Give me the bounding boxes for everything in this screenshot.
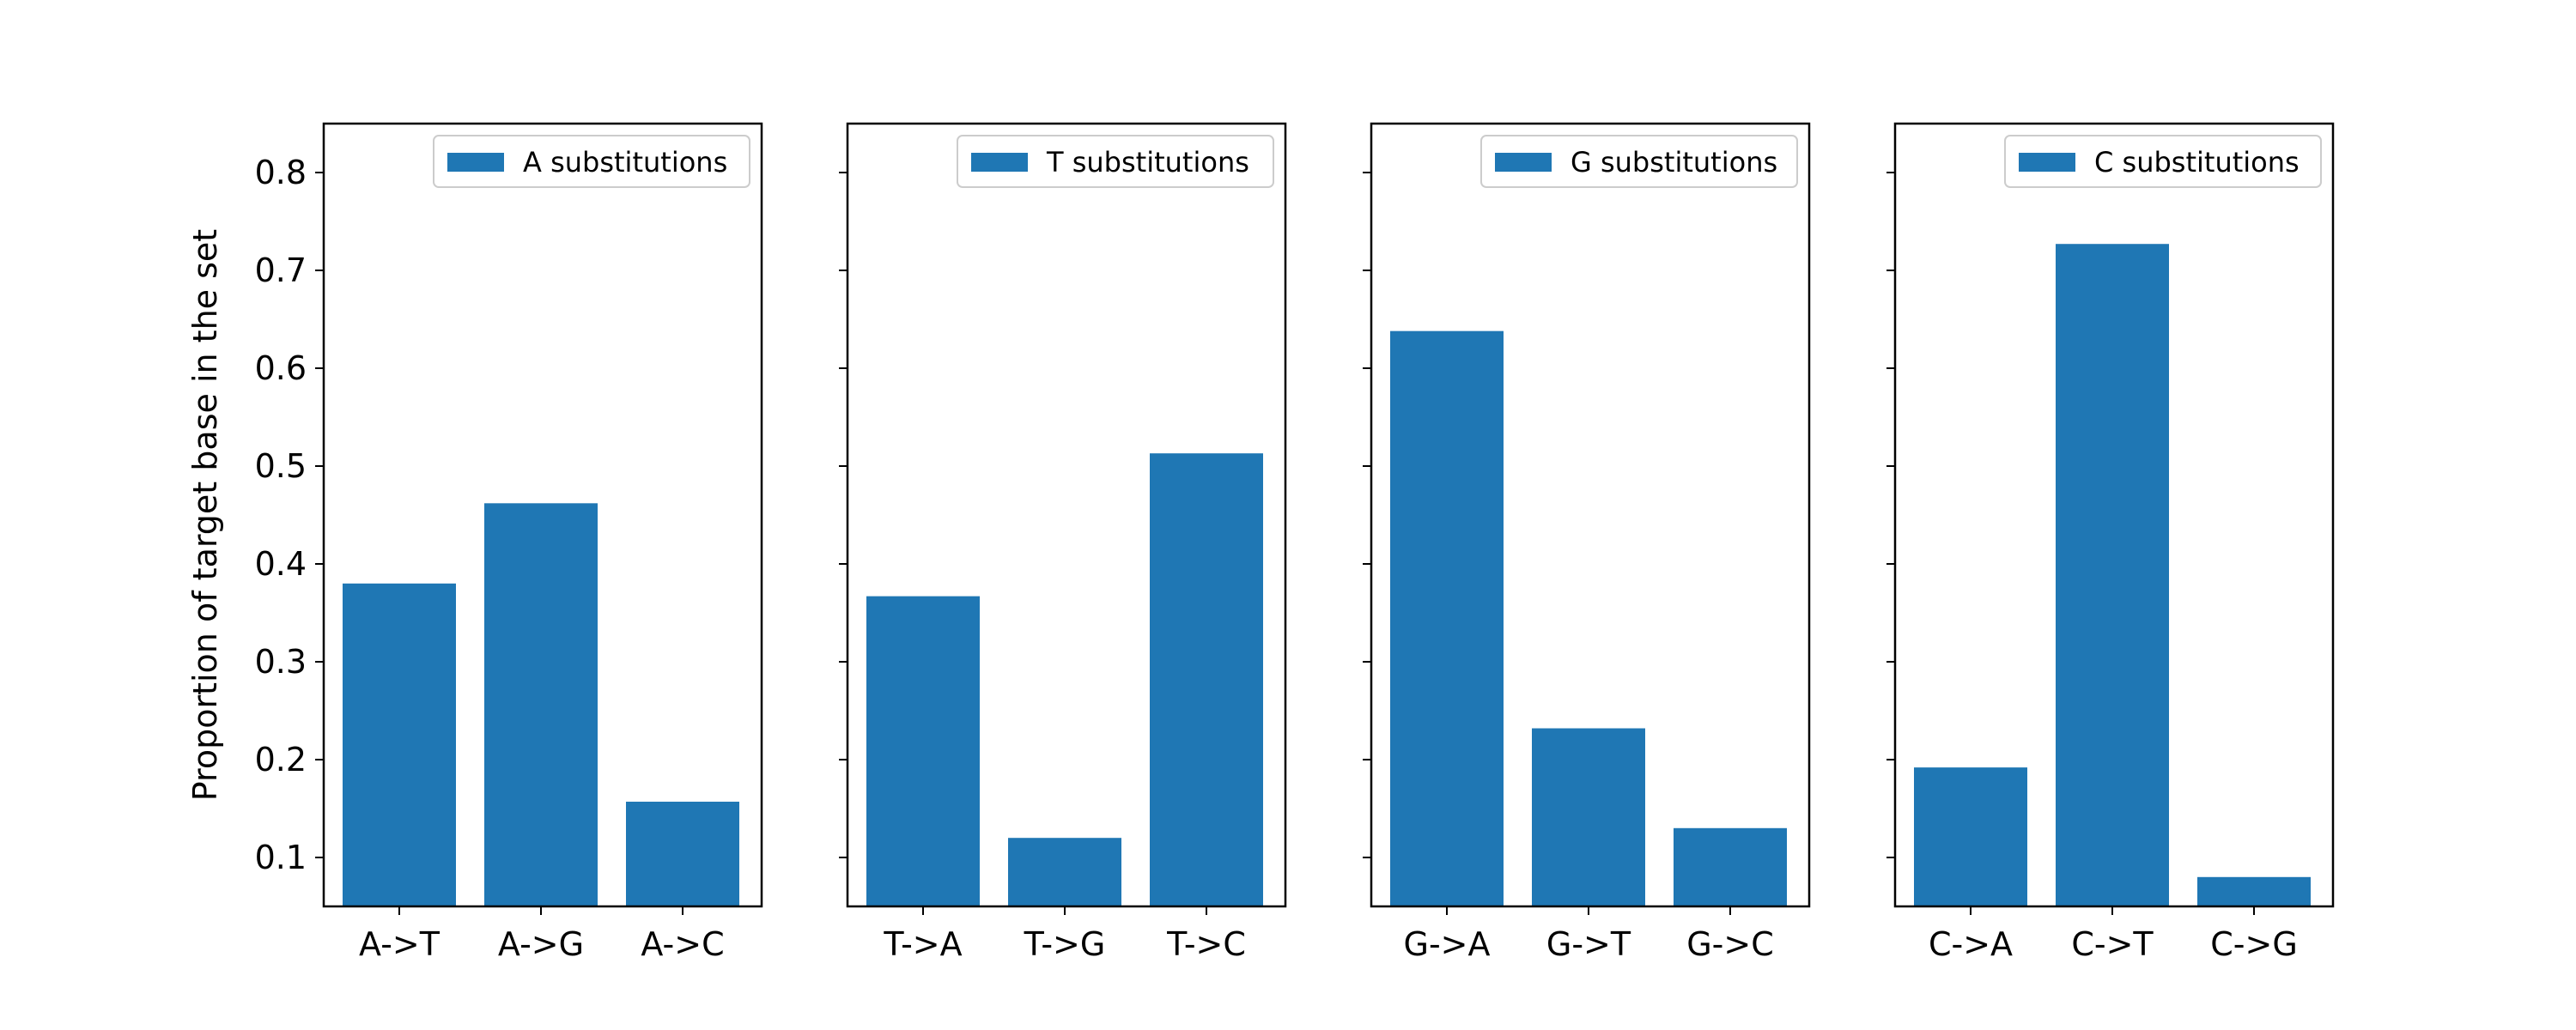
bar-a-to-g bbox=[484, 503, 598, 906]
legend: C substitutions bbox=[2004, 135, 2322, 188]
x-tick-label: C->T bbox=[2071, 925, 2154, 963]
legend-box bbox=[2004, 135, 2322, 188]
legend-swatch bbox=[447, 153, 504, 172]
legend-box bbox=[957, 135, 1274, 188]
legend: A substitutions bbox=[433, 135, 750, 188]
y-tick-label: 0.6 bbox=[255, 349, 307, 387]
bar-a-to-c bbox=[626, 802, 739, 906]
panel-2: T->A T->G T->C T substitutions bbox=[839, 122, 1287, 963]
y-tick-label: 0.5 bbox=[255, 447, 307, 485]
legend: T substitutions bbox=[957, 135, 1274, 188]
y-tick-label: 0.2 bbox=[255, 741, 307, 779]
x-tick-label: C->G bbox=[2210, 925, 2298, 963]
bar-c-to-a bbox=[1914, 767, 2027, 906]
legend-box bbox=[433, 135, 750, 188]
bar-c-to-g bbox=[2197, 876, 2311, 906]
axes-frame bbox=[1370, 122, 1811, 908]
axes-frame bbox=[846, 122, 1287, 908]
y-tick-label: 0.1 bbox=[255, 839, 307, 876]
bar-t-to-c bbox=[1150, 453, 1263, 906]
legend-box bbox=[1480, 135, 1798, 188]
legend-swatch bbox=[2019, 153, 2075, 172]
legend-swatch bbox=[971, 153, 1028, 172]
bar-g-to-c bbox=[1674, 827, 1787, 906]
legend-swatch bbox=[1495, 153, 1552, 172]
bar-g-to-a bbox=[1390, 330, 1504, 906]
panel-4: C->A C->T C->G C substitutions bbox=[1886, 122, 2335, 963]
x-tick-label: A->G bbox=[498, 925, 584, 963]
x-tick-label: T->A bbox=[883, 925, 962, 963]
bar-t-to-a bbox=[866, 596, 980, 906]
x-tick-label: C->A bbox=[1929, 925, 2013, 963]
bar-c-to-t bbox=[2056, 244, 2169, 907]
legend-label: T substitutions bbox=[1046, 146, 1249, 179]
x-tick-label: A->T bbox=[359, 925, 440, 963]
y-tick-label: 0.3 bbox=[255, 643, 307, 681]
x-tick-label: A->C bbox=[641, 925, 724, 963]
panel-3: G->A G->T G->C G substitutions bbox=[1363, 122, 1811, 963]
y-tick-label: 0.7 bbox=[255, 251, 307, 289]
chart-panels: A->T A->G A->C 0.1 0.2 0.3 0.4 0.5 0.6 0.7 0.8 A su… bbox=[255, 122, 2335, 963]
y-tick-label: 0.4 bbox=[255, 545, 307, 583]
legend-label: G substitutions bbox=[1571, 146, 1777, 179]
axes-frame bbox=[1893, 122, 2335, 908]
x-tick-label: T->C bbox=[1166, 925, 1246, 963]
legend: G substitutions bbox=[1480, 135, 1798, 188]
axes-frame bbox=[322, 122, 763, 908]
panel-1: A->T A->G A->C 0.1 0.2 0.3 0.4 0.5 0.6 0.7 0.8 A su… bbox=[255, 122, 763, 963]
bar-g-to-t bbox=[1532, 728, 1645, 906]
x-tick-label: G->C bbox=[1686, 925, 1774, 963]
y-tick-label: 0.8 bbox=[255, 154, 307, 191]
x-tick-label: G->T bbox=[1546, 925, 1631, 963]
legend-label: A substitutions bbox=[523, 146, 727, 179]
x-tick-label: T->G bbox=[1024, 925, 1106, 963]
legend-label: C substitutions bbox=[2094, 146, 2300, 179]
bar-t-to-g bbox=[1008, 838, 1121, 906]
x-tick-label: G->A bbox=[1404, 925, 1491, 963]
bar-a-to-t bbox=[343, 583, 456, 906]
y-axis-label: Proportion of target base in the set bbox=[186, 229, 224, 801]
